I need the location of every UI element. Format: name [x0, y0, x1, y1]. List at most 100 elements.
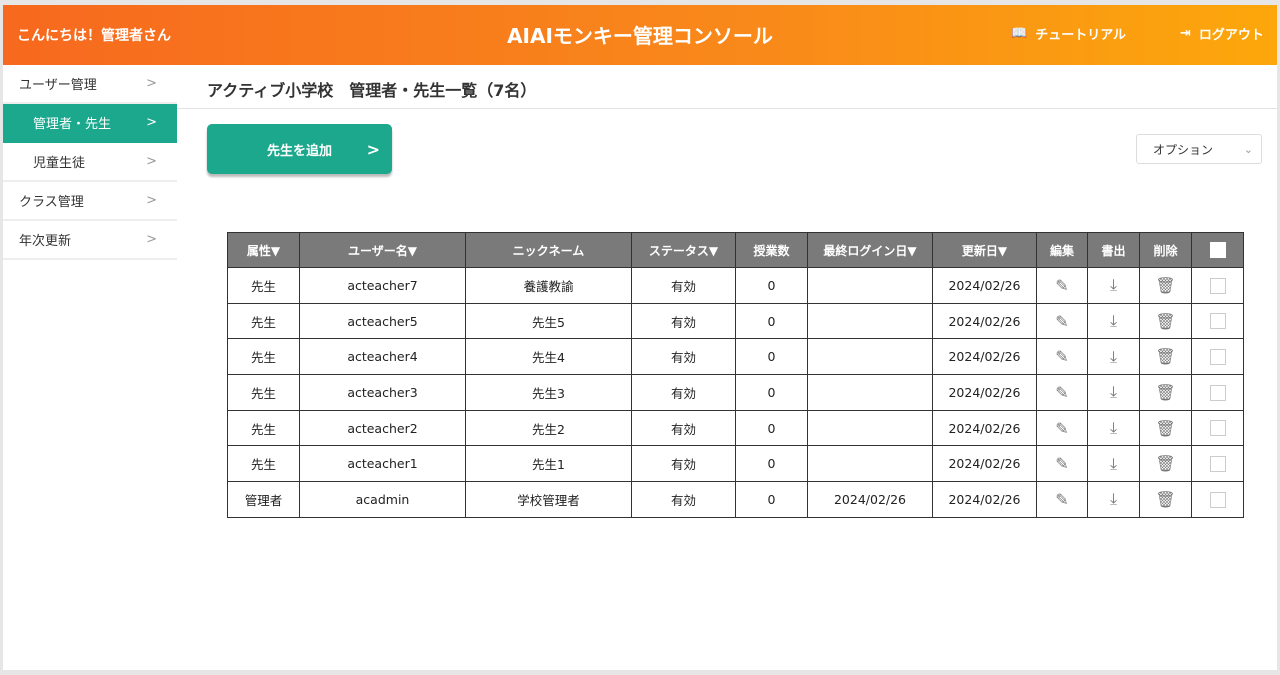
trash-icon[interactable]: 🗑	[1155, 275, 1176, 295]
select-cell	[1191, 338, 1244, 376]
row-checkbox[interactable]	[1209, 384, 1226, 401]
sidebar-label: 児童生徒	[33, 156, 86, 171]
sidebar-item-annual-update[interactable]: 年次更新 >	[3, 221, 177, 260]
table-cell: 先生	[227, 374, 300, 411]
table-row: 管理者 acadmin 学校管理者 有効 0 2024/02/26 2024/02/26 ✎ ⤓…	[227, 481, 1244, 518]
sidebar-label: 年次更新	[19, 234, 72, 249]
tutorial-link[interactable]: 📖 チュートリアル	[1011, 24, 1126, 43]
table-cell: acteacher3	[299, 374, 466, 411]
row-checkbox[interactable]	[1209, 456, 1226, 473]
pencil-icon[interactable]: ✎	[1055, 382, 1069, 402]
edit-cell: ✎	[1036, 481, 1088, 518]
pencil-icon[interactable]: ✎	[1055, 418, 1069, 438]
export-cell: ⤓	[1087, 481, 1140, 518]
delete-cell: 🗑	[1139, 445, 1192, 483]
table-cell: 先生1	[465, 445, 632, 483]
table-cell: 0	[735, 481, 808, 518]
pencil-icon[interactable]: ✎	[1055, 489, 1069, 509]
download-icon[interactable]: ⤓	[1109, 275, 1118, 295]
sidebar-item-admins-teachers[interactable]: 管理者・先生 >	[3, 104, 177, 143]
table-cell: 0	[735, 409, 808, 447]
divider	[177, 108, 1277, 109]
table-cell: 2024/02/26	[932, 481, 1037, 518]
table-cell: acteacher7	[299, 267, 466, 304]
delete-cell: 🗑	[1139, 409, 1192, 447]
table-cell	[807, 267, 933, 304]
table-cell	[807, 374, 933, 411]
export-cell: ⤓	[1087, 267, 1140, 304]
table-cell: 2024/02/26	[932, 374, 1037, 411]
column-header[interactable]: 更新日▼	[932, 232, 1037, 268]
table-cell: 養護教諭	[465, 267, 632, 304]
table-cell: acadmin	[299, 481, 466, 518]
pencil-icon[interactable]: ✎	[1055, 311, 1069, 331]
sidebar-item-class-management[interactable]: クラス管理 >	[3, 182, 177, 221]
column-header[interactable]: 属性▼	[227, 232, 300, 268]
table-cell: 2024/02/26	[932, 409, 1037, 447]
chevron-down-icon: ⌄	[1243, 142, 1253, 156]
trash-icon[interactable]: 🗑	[1155, 347, 1176, 367]
table-row: 先生 acteacher1 先生1 有効 0 2024/02/26 ✎ ⤓ 🗑	[227, 445, 1244, 483]
logout-link[interactable]: ⇥ ログアウト	[1180, 24, 1264, 43]
trash-icon[interactable]: 🗑	[1155, 311, 1176, 331]
sidebar-item-user-management[interactable]: ユーザー管理 >	[3, 65, 177, 104]
row-checkbox[interactable]	[1209, 348, 1226, 365]
download-icon[interactable]: ⤓	[1109, 346, 1118, 366]
options-select[interactable]: オプション ⌄	[1136, 134, 1262, 164]
edit-cell: ✎	[1036, 302, 1088, 340]
column-header: 削除	[1139, 232, 1192, 268]
export-cell: ⤓	[1087, 302, 1140, 340]
download-icon[interactable]: ⤓	[1109, 489, 1118, 509]
table-cell: 先生	[227, 267, 300, 304]
table-cell: 有効	[631, 445, 736, 483]
table-cell: 0	[735, 302, 808, 340]
row-checkbox[interactable]	[1209, 313, 1226, 330]
column-header[interactable]: ユーザー名▼	[299, 232, 466, 268]
column-header: 書出	[1087, 232, 1140, 268]
book-icon: 📖	[1011, 26, 1028, 41]
select-cell	[1191, 374, 1244, 411]
table-cell	[807, 445, 933, 483]
trash-icon[interactable]: 🗑	[1155, 454, 1176, 474]
table-row: 先生 acteacher3 先生3 有効 0 2024/02/26 ✎ ⤓ 🗑	[227, 374, 1244, 411]
delete-cell: 🗑	[1139, 338, 1192, 376]
edit-cell: ✎	[1036, 374, 1088, 411]
column-header[interactable]: 最終ログイン日▼	[807, 232, 933, 268]
table-cell: 先生2	[465, 409, 632, 447]
download-icon[interactable]: ⤓	[1109, 311, 1118, 331]
table-cell: 0	[735, 338, 808, 376]
row-checkbox[interactable]	[1209, 420, 1226, 437]
row-checkbox[interactable]	[1209, 491, 1226, 508]
trash-icon[interactable]: 🗑	[1155, 489, 1176, 509]
table-cell: 先生4	[465, 338, 632, 376]
sidebar-label: 管理者・先生	[33, 117, 112, 132]
column-header[interactable]: ステータス▼	[631, 232, 736, 268]
add-teacher-button[interactable]: 先生を追加 >	[207, 124, 392, 174]
download-icon[interactable]: ⤓	[1109, 382, 1118, 402]
sidebar-item-students[interactable]: 児童生徒 >	[3, 143, 177, 182]
trash-icon[interactable]: 🗑	[1155, 418, 1176, 438]
teacher-table: 属性▼ ユーザー名▼ ニックネーム ステータス▼ 授業数 最終ログイン日▼ 更新日▼ 編集 書出…	[227, 232, 1244, 518]
table-cell: 先生	[227, 302, 300, 340]
trash-icon[interactable]: 🗑	[1155, 382, 1176, 402]
pencil-icon[interactable]: ✎	[1055, 275, 1069, 295]
table-cell: 2024/02/26	[932, 267, 1037, 304]
page-title: アクティブ小学校 管理者・先生一覧（7名）	[207, 81, 537, 100]
export-cell: ⤓	[1087, 445, 1140, 483]
table-cell: 先生	[227, 338, 300, 376]
pencil-icon[interactable]: ✎	[1055, 347, 1069, 367]
tutorial-label: チュートリアル	[1035, 28, 1127, 43]
column-header: ニックネーム	[465, 232, 632, 268]
export-cell: ⤓	[1087, 338, 1140, 376]
pencil-icon[interactable]: ✎	[1055, 454, 1069, 474]
select-cell	[1191, 302, 1244, 340]
chevron-right-icon: >	[146, 115, 157, 130]
options-label: オプション	[1153, 142, 1214, 157]
download-icon[interactable]: ⤓	[1109, 453, 1118, 473]
edit-cell: ✎	[1036, 445, 1088, 483]
row-checkbox[interactable]	[1209, 277, 1226, 294]
table-cell: 有効	[631, 409, 736, 447]
select-all-checkbox[interactable]	[1209, 242, 1226, 258]
table-cell: acteacher5	[299, 302, 466, 340]
download-icon[interactable]: ⤓	[1109, 418, 1118, 438]
